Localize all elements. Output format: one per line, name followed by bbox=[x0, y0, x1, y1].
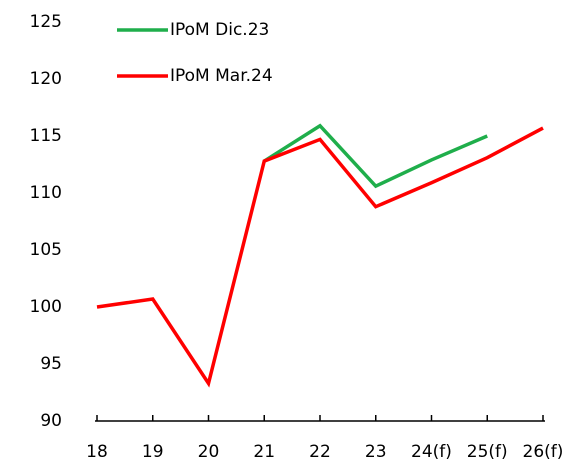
y-tick-label: 115 bbox=[30, 126, 62, 146]
y-tick-label: 100 bbox=[30, 297, 62, 317]
x-tick-label: 21 bbox=[253, 442, 275, 462]
legend-label: IPoM Mar.24 bbox=[170, 66, 273, 86]
x-tick-label: 23 bbox=[365, 442, 387, 462]
y-tick-label: 125 bbox=[30, 12, 62, 32]
x-tick-label: 22 bbox=[309, 442, 331, 462]
x-tick-label: 25(f) bbox=[467, 442, 508, 462]
series-line bbox=[96, 126, 544, 388]
y-tick-label: 105 bbox=[30, 240, 62, 260]
y-tick-label: 120 bbox=[30, 69, 62, 89]
y-tick-label: 90 bbox=[40, 411, 62, 431]
x-tick-label: 18 bbox=[86, 442, 108, 462]
x-tick-label: 24(f) bbox=[411, 442, 452, 462]
legend-label: IPoM Dic.23 bbox=[170, 20, 269, 40]
x-tick-label: 20 bbox=[198, 442, 220, 462]
x-tick-label: 19 bbox=[142, 442, 164, 462]
series-line bbox=[263, 123, 488, 189]
x-tick-label: 26(f) bbox=[523, 442, 564, 462]
y-tick-label: 110 bbox=[30, 183, 62, 203]
y-tick-label: 95 bbox=[40, 354, 62, 374]
